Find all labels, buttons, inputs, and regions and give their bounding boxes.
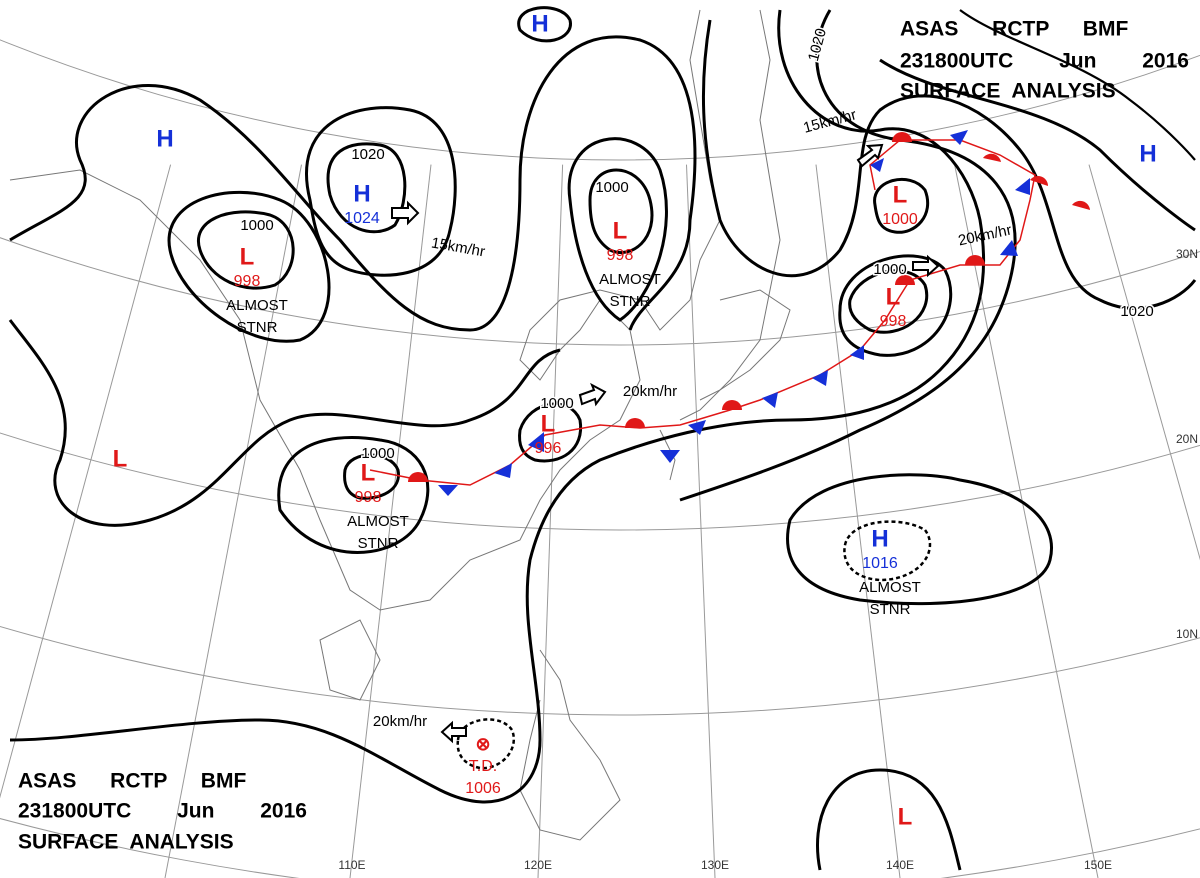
longitude-line (349, 164, 432, 878)
isobar-label: 1000 (361, 445, 394, 462)
latitude-label: 20N (1176, 432, 1198, 446)
latitude-line (0, 38, 1200, 161)
coastlines (9, 9, 791, 841)
system-note: ALMOST (599, 271, 661, 288)
system-symbol: L (113, 445, 128, 472)
longitude-label: 140E (886, 858, 914, 872)
system-pressure: 1016 (862, 555, 898, 572)
system-pressure: 998 (355, 489, 382, 506)
header-text: SURFACE ANALYSIS (18, 831, 234, 854)
isobar-label: 1000 (595, 179, 628, 196)
system-pressure: 998 (880, 313, 907, 330)
system-symbol: H (353, 180, 370, 207)
system-pressure: 996 (535, 440, 562, 457)
longitude-line (815, 164, 901, 878)
system-note: STNR (237, 319, 278, 336)
longitude-label: 120E (524, 858, 552, 872)
system-symbol: H (531, 10, 548, 37)
motion-label: 20km/hr (623, 383, 677, 400)
system-pressure: 1006 (465, 780, 501, 797)
system-note: STNR (358, 535, 399, 552)
system-note: ALMOST (859, 579, 921, 596)
system-symbol: L (886, 283, 901, 310)
longitude-line (1088, 164, 1200, 561)
fronts (369, 130, 1090, 496)
td-marker: ⊗ (475, 734, 490, 754)
system-note: ALMOST (226, 297, 288, 314)
longitude-label: 130E (701, 858, 729, 872)
longitude-line (686, 164, 716, 878)
isobar-label: 1000 (540, 395, 573, 412)
system-note: STNR (870, 601, 911, 618)
isobar-label: 1000 (873, 261, 906, 278)
system-pressure: 1000 (882, 211, 918, 228)
system-symbol: L (541, 410, 556, 437)
longitude-line (0, 164, 172, 799)
system-note: STNR (610, 293, 651, 310)
system-pressure: 1024 (344, 210, 380, 227)
longitude-label: 110E (338, 858, 365, 872)
labels: ASAS RCTP BMF 231800UTC Jun 2016 SURFACE A… (18, 10, 1198, 872)
system-symbol: L (893, 181, 908, 208)
isobar-label: 1000 (240, 217, 273, 234)
isobar-label: 1020 (351, 146, 384, 163)
header-text: 231800UTC Jun 2016 (18, 800, 307, 823)
header-text: ASAS RCTP BMF (900, 18, 1128, 41)
system-symbol: L (898, 803, 913, 830)
latitude-label: 30N (1176, 247, 1198, 261)
system-symbol: T.D. (469, 758, 497, 775)
motion-arrows (391, 143, 940, 744)
isobars (8, 6, 1197, 871)
system-symbol: H (1139, 140, 1156, 167)
header-text: 231800UTC Jun 2016 (900, 50, 1189, 73)
longitude-label: 150E (1084, 858, 1112, 872)
motion-label: 20km/hr (373, 713, 427, 730)
isobar-label: 1020 (1120, 303, 1153, 320)
system-symbol: L (361, 459, 376, 486)
system-symbol: L (240, 243, 255, 270)
header-text: ASAS RCTP BMF (18, 770, 246, 793)
system-pressure: 998 (607, 247, 634, 264)
latitude-label: 10N (1176, 627, 1198, 641)
system-note: ALMOST (347, 513, 409, 530)
longitude-line (537, 164, 564, 878)
system-symbol: H (871, 525, 888, 552)
header-text: SURFACE ANALYSIS (900, 80, 1116, 103)
longitude-line (954, 164, 1099, 878)
system-symbol: H (156, 125, 173, 152)
system-symbol: L (613, 217, 628, 244)
system-pressure: 998 (234, 273, 261, 290)
